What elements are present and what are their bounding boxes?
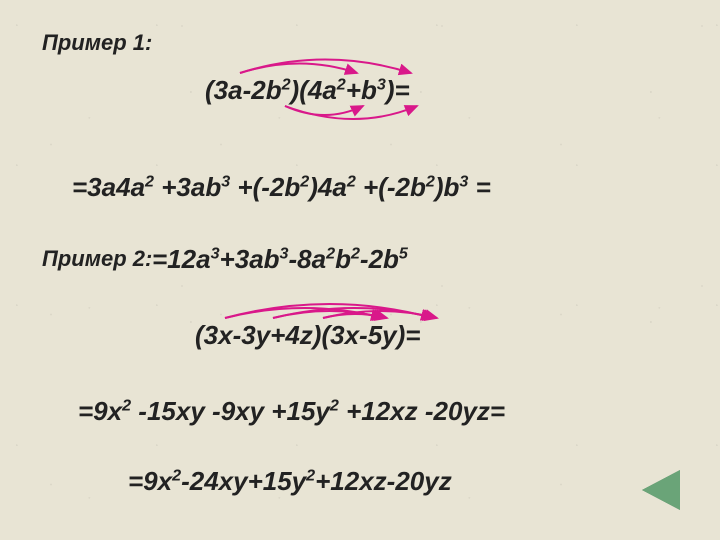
sup: 2 bbox=[351, 244, 360, 262]
sup: 2 bbox=[326, 244, 335, 262]
txt: )4a bbox=[309, 172, 347, 202]
txt: )b bbox=[435, 172, 460, 202]
expr-line-2: =3a4a2 +3ab3 +(-2b2)4a2 +(-2b2)b3 = bbox=[72, 172, 491, 203]
expr-line-6: =9x2-24xy+15y2+12xz-20yz bbox=[128, 466, 452, 497]
txt: =12a bbox=[152, 244, 211, 274]
txt: )(4a bbox=[291, 75, 337, 105]
sup: 3 bbox=[211, 244, 220, 262]
sup: 5 bbox=[399, 244, 408, 262]
sup: 3 bbox=[280, 244, 289, 262]
txt: =3a4a bbox=[72, 172, 145, 202]
txt: -9xy bbox=[205, 396, 264, 426]
sup: 2 bbox=[282, 75, 291, 93]
sup: 3 bbox=[221, 172, 230, 190]
sup: 2 bbox=[306, 466, 315, 484]
txt: =9x bbox=[78, 396, 122, 426]
txt: +b bbox=[346, 75, 377, 105]
sup: 2 bbox=[300, 172, 309, 190]
txt: +12xz bbox=[339, 396, 418, 426]
expr-line-4: (3x-3y+4z)(3x-5y)= bbox=[195, 320, 420, 351]
sup: 2 bbox=[347, 172, 356, 190]
txt: +3ab bbox=[154, 172, 221, 202]
txt: -24xy+15y bbox=[181, 466, 306, 496]
expr-line-1: (3a-2b2)(4a2+b3)= bbox=[205, 75, 410, 106]
txt: -8a bbox=[289, 244, 327, 274]
sup: 2 bbox=[337, 75, 346, 93]
txt: +(-2b bbox=[356, 172, 426, 202]
sup: 2 bbox=[122, 396, 131, 414]
txt: )= bbox=[386, 75, 410, 105]
nav-back-border bbox=[642, 470, 680, 510]
txt: (3a-2b bbox=[205, 75, 282, 105]
txt: = bbox=[468, 172, 490, 202]
txt: +12xz-20yz bbox=[315, 466, 452, 496]
sup: 2 bbox=[145, 172, 154, 190]
txt: b bbox=[335, 244, 351, 274]
expr-line-5: =9x2 -15xy -9xy +15y2 +12xz -20yz= bbox=[78, 396, 505, 427]
sup: 2 bbox=[172, 466, 181, 484]
sup: 3 bbox=[377, 75, 386, 93]
example-2-label: Пример 2: bbox=[42, 246, 152, 272]
expr-line-3: =12a3+3ab3-8a2b2-2b5 bbox=[152, 244, 408, 275]
txt: -2b bbox=[360, 244, 399, 274]
txt: =9x bbox=[128, 466, 172, 496]
sup: 3 bbox=[459, 172, 468, 190]
txt: +15y bbox=[264, 396, 330, 426]
sup: 2 bbox=[426, 172, 435, 190]
txt: -20yz= bbox=[418, 396, 505, 426]
txt: +3ab bbox=[220, 244, 280, 274]
txt: +(-2b bbox=[230, 172, 300, 202]
txt: -15xy bbox=[131, 396, 205, 426]
sup: 2 bbox=[330, 396, 339, 414]
example-1-label: Пример 1: bbox=[42, 30, 152, 56]
